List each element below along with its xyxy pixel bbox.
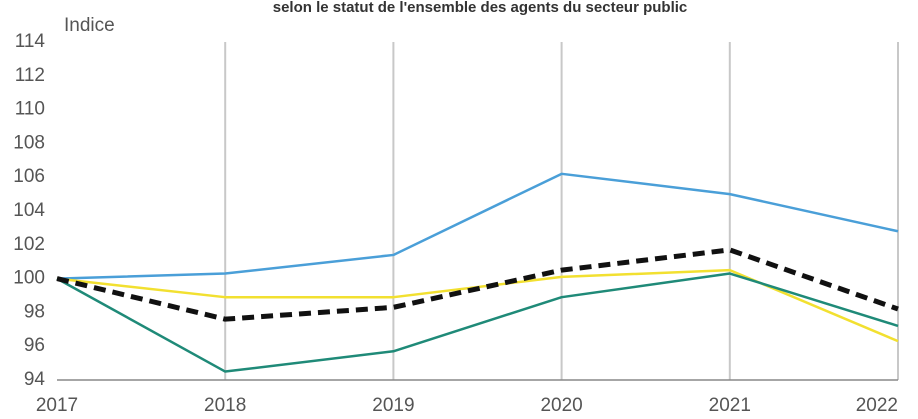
x-tick-label: 2021 — [709, 395, 751, 416]
y-tick-label: 98 — [24, 301, 45, 322]
y-axis-label: Indice — [64, 15, 115, 36]
y-tick-label: 100 — [13, 268, 45, 289]
y-tick-label: 104 — [13, 200, 45, 221]
series-line — [56, 172, 899, 280]
y-tick-label: 94 — [24, 369, 46, 390]
y-tick-label: 110 — [15, 99, 45, 120]
x-tick-label: 2022 — [856, 395, 898, 416]
y-tick-label: 112 — [15, 65, 45, 86]
y-tick-label: 96 — [24, 335, 45, 356]
y-tick-label: 114 — [15, 31, 46, 52]
x-tick-label: 2020 — [540, 395, 582, 416]
x-tick-label: 2019 — [372, 395, 414, 416]
series-line — [56, 247, 899, 322]
y-tick-label: 108 — [13, 132, 45, 153]
chart-title: selon le statut de l'ensemble des agents… — [273, 0, 688, 16]
series-line — [56, 268, 899, 343]
y-tick-label: 102 — [13, 234, 45, 255]
series-line — [56, 272, 899, 373]
x-tick-label: 2018 — [204, 395, 246, 416]
y-tick-label: 106 — [13, 166, 45, 187]
x-tick-label: 2017 — [36, 395, 78, 416]
